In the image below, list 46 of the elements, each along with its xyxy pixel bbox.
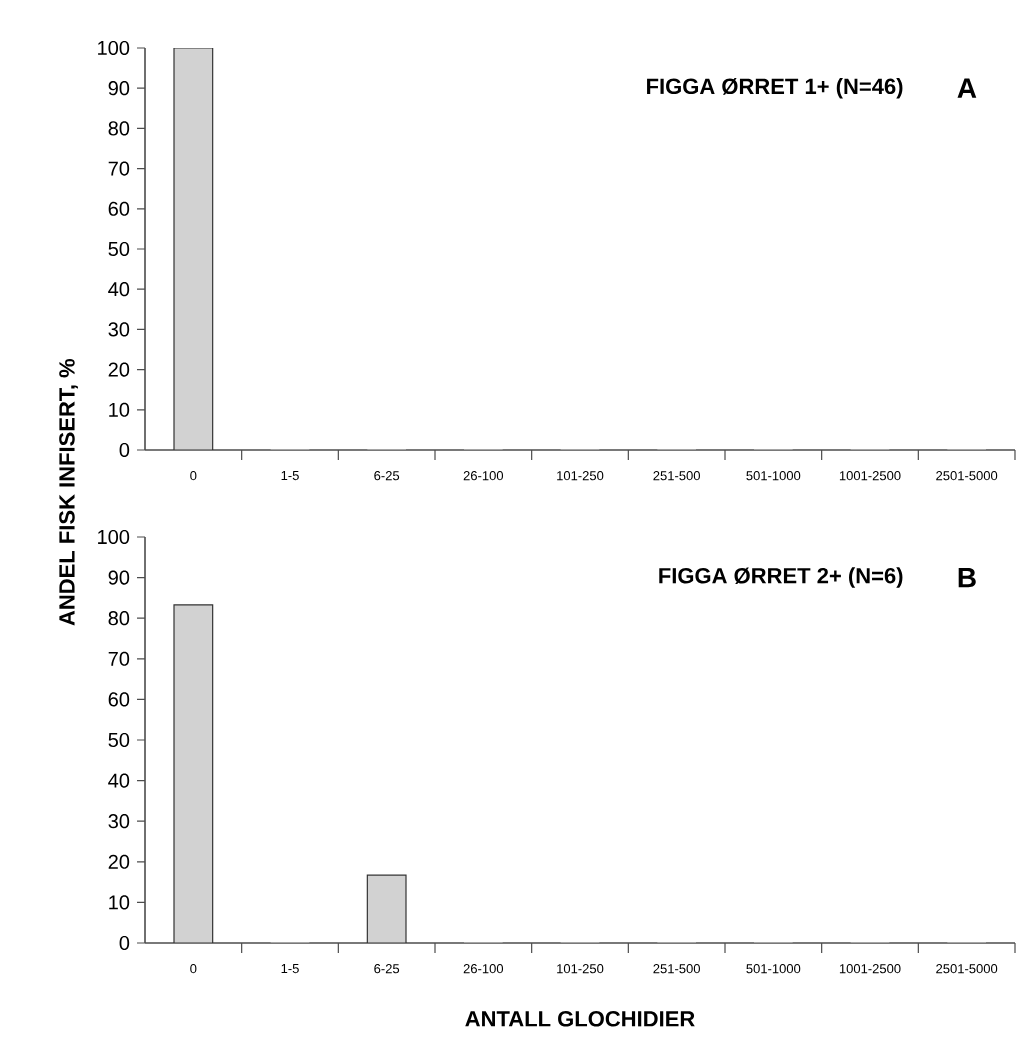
y-tick-label: 50 (108, 241, 130, 257)
y-tick-label: 100 (98, 529, 130, 545)
y-tick-label: 0 (119, 935, 130, 951)
x-tick-label: 0 (190, 964, 197, 974)
y-tick-label: 100 (98, 40, 130, 56)
x-tick-label: 501-1000 (746, 471, 801, 481)
x-tick-label: 1001-2500 (839, 471, 901, 481)
x-tick-label: 6-25 (374, 964, 400, 974)
x-tick-label: 1001-2500 (839, 964, 901, 974)
x-tick-label: 101-250 (557, 471, 604, 481)
x-tick-label: 0 (190, 471, 197, 481)
x-tick-label: 6-25 (374, 471, 400, 481)
x-tick-label: 26-100 (463, 964, 504, 974)
x-tick-label: 1-5 (281, 964, 299, 974)
y-tick-label: 50 (108, 732, 130, 748)
y-tick-label: 40 (108, 282, 130, 297)
y-tick-label: 90 (108, 570, 130, 585)
text: FIGGA ØRRET 1+ (N=46) (647, 77, 903, 99)
x-tick-label: 1-5 (281, 471, 299, 481)
y-tick-label: 70 (108, 651, 130, 666)
x-tick-label: 251-500 (653, 964, 700, 974)
y-tick-label: 90 (108, 81, 130, 96)
y-tick-label: 80 (108, 121, 130, 136)
y-tick-label: 20 (108, 854, 130, 869)
x-tick-label: 2501-5000 (936, 964, 998, 974)
y-tick-label: 20 (108, 362, 130, 377)
y-tick-label: 60 (108, 692, 130, 707)
y-tick-label: 80 (108, 611, 130, 626)
y-tick-label: 40 (108, 773, 130, 788)
x-tick-label: 26-100 (463, 471, 504, 481)
x-tick-label: 501-1000 (746, 964, 801, 974)
x-tick-label: 101-250 (557, 964, 604, 974)
annotation: B (958, 567, 976, 588)
y-tick-label: 30 (108, 322, 130, 337)
x-tick-label: 2501-5000 (936, 471, 998, 481)
y-tick-label: 10 (109, 402, 130, 417)
y-tick-label: 10 (109, 895, 130, 910)
x-axis-title: ANTALL GLOCHIDIER (465, 1011, 695, 1027)
annotation: A (957, 78, 977, 98)
y-tick-label: 60 (108, 201, 130, 216)
y-tick-label: 30 (108, 814, 130, 829)
y-tick-label: 70 (108, 161, 130, 176)
text: FIGGA ØRRET 2+ (N=6) (659, 567, 903, 588)
y-axis-title: ANDEL FISK INFISERT, % (59, 358, 78, 626)
x-tick-label: 251-500 (653, 471, 700, 481)
y-tick-label: 0 (119, 442, 130, 458)
